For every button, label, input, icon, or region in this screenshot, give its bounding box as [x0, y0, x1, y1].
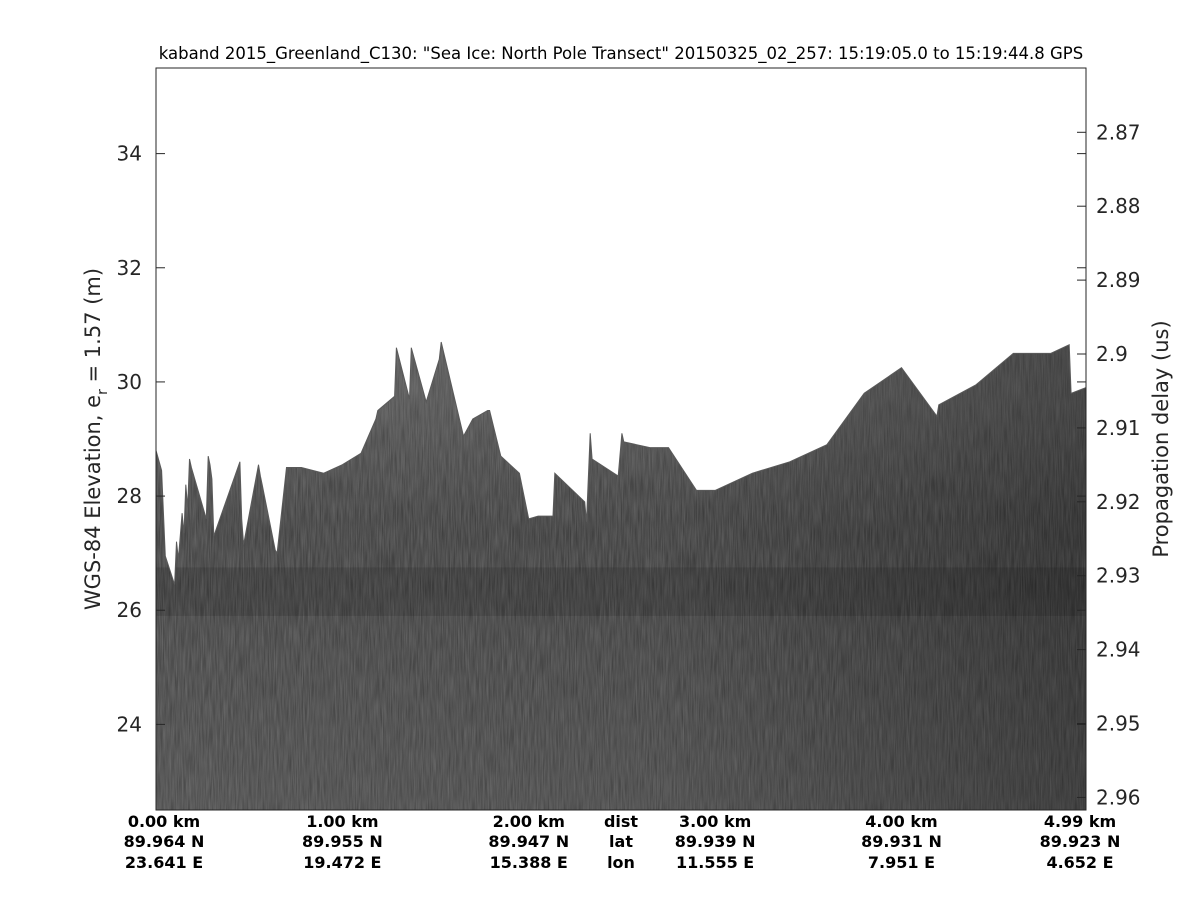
bottom-label-dist: dist — [604, 812, 638, 831]
right-tick-label: 2.89 — [1096, 268, 1141, 292]
bottom-label-lat: 89.923 N — [1040, 832, 1121, 851]
left-tick-label: 30 — [117, 370, 142, 394]
right-y-axis: 2.87 2.88 2.89 2.9 2.91 2.92 2.93 2.94 2.95 2.96 — [1077, 120, 1141, 809]
right-tick-label: 2.91 — [1096, 416, 1141, 440]
bottom-label-lat: 89.939 N — [675, 832, 756, 851]
right-tick-label: 2.88 — [1096, 194, 1141, 218]
bottom-label-lon: 4.652 E — [1046, 853, 1113, 872]
left-tick-label: 34 — [117, 142, 142, 166]
bottom-label-lat: lat — [609, 832, 633, 851]
right-tick-label: 2.87 — [1096, 120, 1141, 144]
bottom-label-dist: 3.00 km — [679, 812, 751, 831]
bottom-label-dist: 1.00 km — [306, 812, 378, 831]
bottom-label-lat: 89.964 N — [124, 832, 205, 851]
right-tick-label: 2.93 — [1096, 564, 1141, 588]
left-axis-title-suffix: = 1.57 (m) — [81, 268, 105, 389]
right-tick-label: 2.94 — [1096, 638, 1141, 662]
right-tick-label: 2.92 — [1096, 490, 1141, 514]
axes-box — [155, 67, 1087, 811]
left-axis-title-subscript: r — [95, 389, 111, 395]
chart-title: kaband 2015_Greenland_C130: "Sea Ice: No… — [159, 44, 1083, 64]
left-axis-title-prefix: WGS-84 Elevation, e — [81, 395, 105, 610]
ice-bottom-band — [156, 567, 1086, 616]
bottom-label-lon: 23.641 E — [125, 853, 203, 872]
left-tick-label: 24 — [117, 712, 142, 736]
bottom-label-lon: 19.472 E — [303, 853, 381, 872]
right-tick-label: 2.95 — [1096, 712, 1141, 736]
bottom-label-lon: lon — [607, 853, 635, 872]
bottom-label-lat: 89.931 N — [861, 832, 942, 851]
left-y-axis: 24 26 28 30 32 34 — [117, 142, 1086, 736]
right-tick-label: 2.9 — [1096, 342, 1128, 366]
bottom-label-lon: 7.951 E — [868, 853, 935, 872]
bottom-label-lat: 89.947 N — [488, 832, 569, 851]
left-tick-label: 28 — [117, 484, 142, 508]
left-tick-label: 26 — [117, 598, 142, 622]
bottom-label-dist: 2.00 km — [493, 812, 565, 831]
ice-bottom-layer — [156, 567, 1086, 616]
bottom-label-dist: 4.00 km — [865, 812, 937, 831]
bottom-label-dist: 0.00 km — [128, 812, 200, 831]
right-axis-title: Propagation delay (us) — [1149, 320, 1173, 557]
right-tick-label: 2.96 — [1096, 785, 1141, 809]
left-tick-label: 32 — [117, 256, 142, 280]
bottom-label-dist: 4.99 km — [1044, 812, 1116, 831]
surface-outline — [156, 341, 1086, 585]
bottom-label-lon: 15.388 E — [490, 853, 568, 872]
bottom-label-lat: 89.955 N — [302, 832, 383, 851]
left-axis-title: WGS-84 Elevation, er = 1.57 (m) — [81, 268, 111, 610]
bottom-label-lon: 11.555 E — [676, 853, 754, 872]
